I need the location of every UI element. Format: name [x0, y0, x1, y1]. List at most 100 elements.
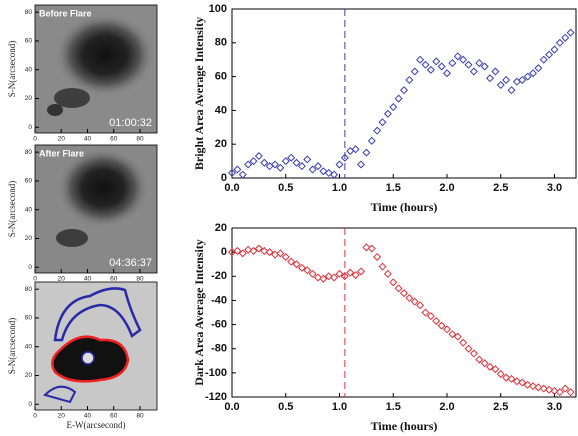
data-point: [276, 249, 285, 258]
y-tick-label: 40: [25, 206, 33, 213]
data-point: [437, 62, 446, 71]
x-tick-label: 0.0: [224, 182, 239, 194]
data-point: [480, 62, 489, 71]
data-point: [233, 246, 242, 255]
x-tick-label: 0.5: [278, 182, 293, 194]
y-tick-label: -60: [211, 318, 227, 330]
y-tick-label: 60: [25, 38, 33, 45]
data-point: [292, 158, 301, 167]
plot-frame: [34, 281, 158, 411]
data-point: [356, 267, 366, 276]
data-point: [249, 157, 258, 166]
data-point: [442, 69, 452, 78]
x-tick-label: 40: [84, 413, 92, 420]
data-point: [448, 59, 457, 68]
data-point: [340, 272, 349, 281]
data-point: [389, 103, 398, 112]
data-point: [254, 244, 263, 253]
data-point: [566, 28, 575, 37]
data-point: [362, 243, 371, 252]
data-point: [550, 386, 559, 395]
data-point: [416, 55, 425, 64]
data-point: [324, 272, 333, 281]
data-point: [324, 168, 333, 177]
plot-frame: [231, 8, 577, 179]
data-point: [308, 269, 317, 278]
data-point: [528, 382, 538, 391]
y-tick-label: 100: [209, 3, 227, 15]
data-point: [555, 388, 564, 397]
y-tick-label: -80: [211, 343, 227, 355]
data-point: [475, 355, 484, 364]
y-tick-label: 20: [25, 235, 33, 242]
y-tick-label: 60: [25, 178, 33, 185]
data-point: [550, 45, 559, 54]
data-point: [496, 370, 505, 379]
data-point: [464, 344, 473, 353]
data-point: [373, 126, 382, 135]
data-point: [238, 170, 247, 179]
x-tick-label: 40: [84, 276, 92, 283]
data-point: [335, 160, 344, 169]
data-point: [297, 263, 306, 272]
data-point: [405, 75, 414, 84]
data-point: [566, 388, 575, 397]
data-point: [410, 67, 419, 76]
x-tick-label: 80: [136, 276, 144, 283]
data-point: [561, 33, 570, 42]
data-point: [523, 380, 532, 389]
data-point: [238, 249, 247, 258]
y-axis-label: S-N(arcsecond): [7, 318, 17, 374]
data-point: [502, 373, 511, 382]
data-point: [485, 74, 495, 83]
data-point: [475, 59, 484, 68]
x-tick-label: 3.0: [547, 401, 562, 413]
data-point: [373, 252, 382, 261]
data-point: [437, 321, 446, 330]
x-tick-label: 2.5: [493, 401, 508, 413]
data-point: [287, 153, 296, 162]
y-tick-label: 40: [215, 104, 227, 116]
x-tick-label: 40: [84, 136, 92, 143]
data-point: [394, 284, 403, 293]
y-tick-label: 20: [25, 372, 33, 379]
data-point: [303, 155, 312, 164]
data-point: [367, 136, 376, 145]
data-point: [335, 269, 344, 278]
data-point: [356, 160, 366, 169]
x-tick-label: 60: [110, 413, 118, 420]
data-point: [421, 308, 430, 317]
data-point: [432, 316, 441, 325]
y-tick-label: 20: [215, 138, 227, 150]
data-point: [351, 271, 360, 280]
x-tick-label: 1.5: [386, 401, 401, 413]
x-tick-label: 1.0: [332, 401, 347, 413]
data-point: [270, 160, 280, 169]
x-tick-label: 0.0: [224, 401, 239, 413]
x-tick-label: 0: [33, 136, 37, 143]
panel-title: After Flare: [39, 148, 84, 158]
y-tick-label: -40: [211, 294, 227, 306]
data-point: [260, 158, 269, 167]
data-point: [512, 377, 521, 386]
data-point: [426, 65, 435, 74]
data-point: [249, 246, 258, 255]
data-point: [254, 152, 263, 161]
data-point: [389, 278, 398, 287]
data-point: [459, 55, 468, 64]
data-point: [399, 289, 409, 298]
data-point: [523, 72, 532, 81]
data-point: [528, 69, 538, 78]
data-point: [507, 374, 516, 383]
y-tick-label: 20: [25, 95, 33, 102]
y-axis-label: S-N(arcsecond): [7, 41, 17, 97]
y-tick-label: 0: [28, 401, 32, 408]
y-tick-label: -20: [211, 270, 227, 282]
x-tick-label: 20: [58, 413, 66, 420]
data-point: [534, 383, 543, 392]
panel-title: Before Flare: [39, 8, 92, 18]
data-point: [351, 145, 360, 154]
x-tick-label: 1.0: [332, 182, 347, 194]
data-point: [260, 246, 269, 255]
data-point: [561, 384, 570, 393]
